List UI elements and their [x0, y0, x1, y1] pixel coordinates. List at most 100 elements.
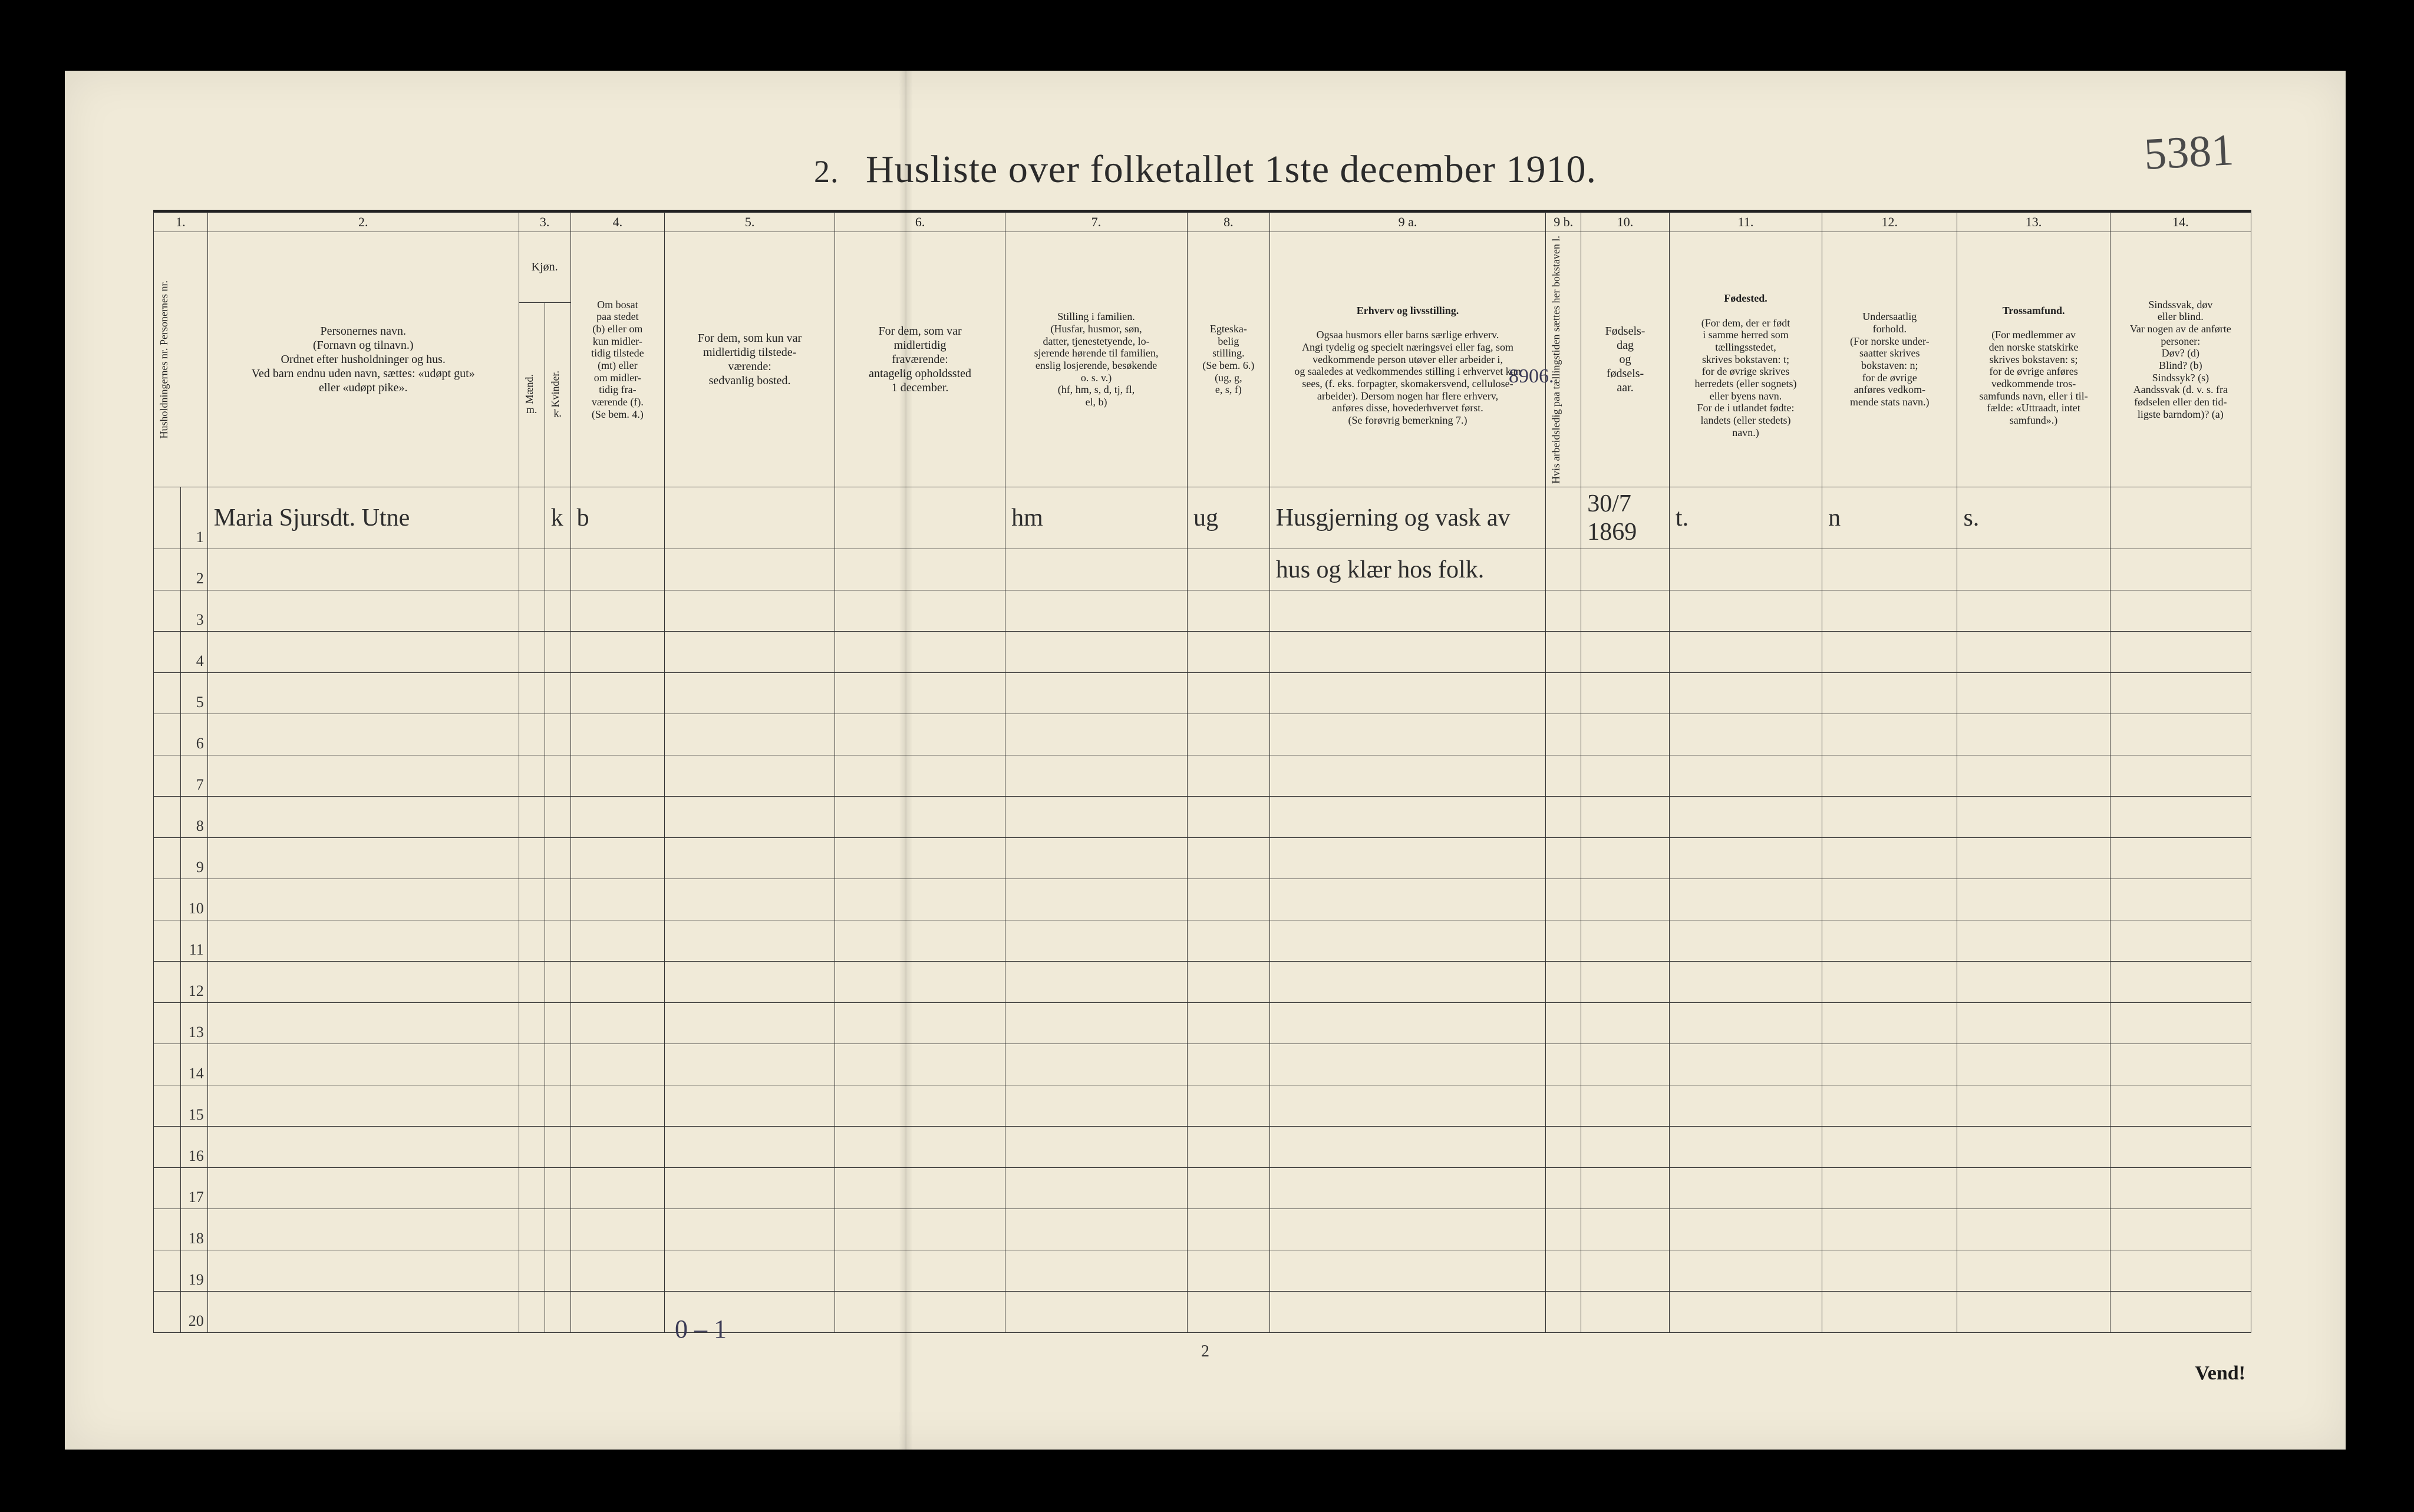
cell — [1269, 1003, 1546, 1044]
table-row: 2hus og klær hos folk. — [154, 549, 2251, 590]
cell — [1581, 879, 1670, 920]
cell — [1546, 797, 1581, 838]
cell — [1188, 1292, 1270, 1333]
cell — [154, 962, 181, 1003]
cell — [1188, 1209, 1270, 1250]
head-3-k: Kvinder. k. — [545, 303, 570, 487]
cell — [1957, 673, 2110, 714]
cell — [1546, 487, 1581, 549]
cell — [545, 962, 570, 1003]
table-row: 11 — [154, 920, 2251, 962]
cell — [570, 1085, 665, 1127]
cell — [207, 673, 519, 714]
cell — [835, 487, 1005, 549]
cell — [207, 1209, 519, 1250]
cell — [665, 920, 835, 962]
table-row: 8 — [154, 797, 2251, 838]
cell — [1957, 549, 2110, 590]
cell — [1546, 714, 1581, 755]
cell — [154, 797, 181, 838]
cell — [545, 673, 570, 714]
head-12: Undersaatlig forhold. (For norske under-… — [1822, 232, 1957, 487]
cell — [1822, 1044, 1957, 1085]
cell — [1581, 1250, 1670, 1292]
cell — [545, 1168, 570, 1209]
cell — [1005, 1209, 1188, 1250]
cell — [1188, 1250, 1270, 1292]
cell — [1269, 1127, 1546, 1168]
cell — [519, 714, 545, 755]
cell — [519, 673, 545, 714]
cell — [665, 632, 835, 673]
cell — [1005, 1044, 1188, 1085]
cell — [1581, 1127, 1670, 1168]
cell — [1546, 755, 1581, 797]
cell — [154, 714, 181, 755]
cell — [1957, 920, 2110, 962]
cell — [1822, 1085, 1957, 1127]
cell: Maria Sjursdt. Utne — [207, 487, 519, 549]
title-prefix: 2. — [814, 154, 839, 189]
cell — [1822, 838, 1957, 879]
cell — [207, 879, 519, 920]
cell: n — [1822, 487, 1957, 549]
cell — [1269, 673, 1546, 714]
head-3-m-abbr: m. — [524, 404, 540, 416]
cell — [1005, 1250, 1188, 1292]
colnum-1: 1. — [154, 213, 208, 232]
cell — [154, 1003, 181, 1044]
cell — [1581, 1044, 1670, 1085]
cell — [519, 1292, 545, 1333]
cell — [1188, 1003, 1270, 1044]
cell — [1546, 549, 1581, 590]
cell: hm — [1005, 487, 1188, 549]
cell — [519, 1209, 545, 1250]
cell — [570, 962, 665, 1003]
cell — [835, 1044, 1005, 1085]
head-13-body: (For medlemmer av den norske statskirke … — [1979, 329, 2087, 426]
table-row: 12 — [154, 962, 2251, 1003]
cell — [665, 714, 835, 755]
cell — [1822, 673, 1957, 714]
cell — [1005, 590, 1188, 632]
cell — [665, 1250, 835, 1292]
cell — [1669, 920, 1822, 962]
cell — [545, 1085, 570, 1127]
cell — [154, 1292, 181, 1333]
cell — [1269, 920, 1546, 962]
cell — [1581, 1209, 1670, 1250]
cell — [1188, 1085, 1270, 1127]
cell: k — [545, 487, 570, 549]
cell — [519, 1168, 545, 1209]
cell — [1957, 1292, 2110, 1333]
table-row: 15 — [154, 1085, 2251, 1127]
cell — [545, 879, 570, 920]
cell — [154, 673, 181, 714]
colnum-2: 2. — [207, 213, 519, 232]
cell — [570, 673, 665, 714]
cell — [1669, 1168, 1822, 1209]
cell — [519, 962, 545, 1003]
cell — [1188, 714, 1270, 755]
table-head: 1. 2. 3. 4. 5. 6. 7. 8. 9 a. 9 b. 10. 11… — [154, 213, 2251, 487]
cell — [1546, 1127, 1581, 1168]
cell: 12 — [180, 962, 207, 1003]
cell: 3 — [180, 590, 207, 632]
head-9a-body: Ogsaa husmors eller barns særlige erhver… — [1294, 329, 1521, 426]
census-table: 1. 2. 3. 4. 5. 6. 7. 8. 9 a. 9 b. 10. 11… — [153, 212, 2251, 1333]
cell — [1269, 632, 1546, 673]
colnum-12: 12. — [1822, 213, 1957, 232]
cell: 13 — [180, 1003, 207, 1044]
cell — [207, 755, 519, 797]
cell — [1005, 714, 1188, 755]
cell: 6 — [180, 714, 207, 755]
cell — [835, 673, 1005, 714]
cell — [154, 1209, 181, 1250]
cell — [1005, 1127, 1188, 1168]
cell — [1581, 714, 1670, 755]
cell — [1822, 1127, 1957, 1168]
cell — [665, 1085, 835, 1127]
table-row: 17 — [154, 1168, 2251, 1209]
colnum-4: 4. — [570, 213, 665, 232]
cell — [545, 714, 570, 755]
